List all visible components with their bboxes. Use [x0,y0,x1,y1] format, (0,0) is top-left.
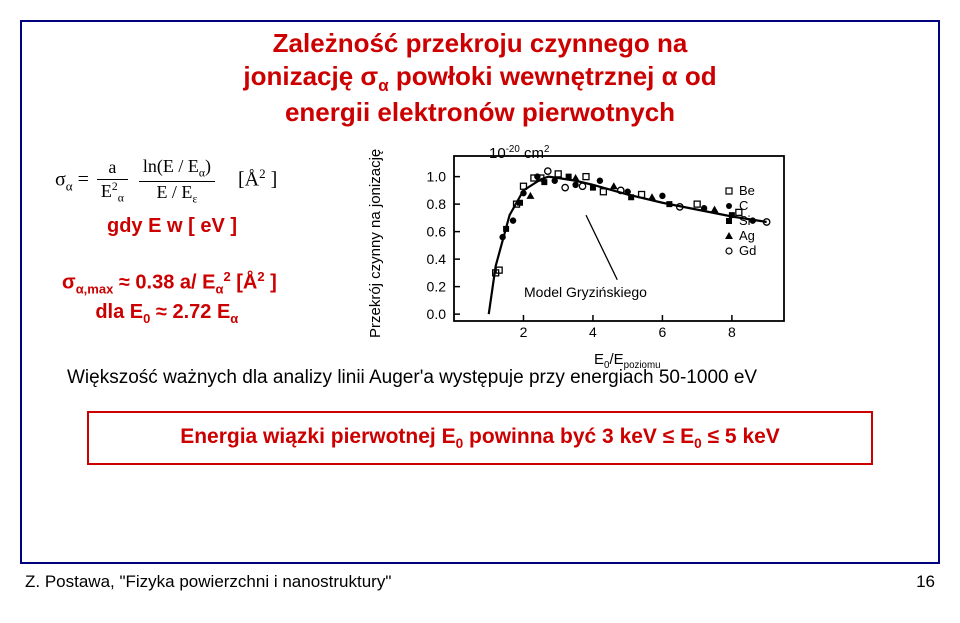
gdy-line: gdy E w [ eV ] [107,215,337,238]
frac-a: a E2α [97,157,128,205]
note-text: Większość ważnych dla analizy linii Auge… [67,366,893,391]
svg-text:Gd: Gd [739,243,756,258]
energy-box: Energia wiązki pierwotnej E0 powinna być… [87,411,873,465]
frac-ln: ln(E / Eα) E / Eε [139,156,215,206]
chart-xlabel: E0/Epoziomu [594,351,661,371]
svg-text:1.0: 1.0 [427,169,447,185]
svg-text:Si: Si [739,213,751,228]
svg-text:8: 8 [728,324,736,340]
footer-left: Z. Postawa, "Fizyka powierzchni i nanost… [25,572,391,592]
chart-unit-label: 10-20 cm2 [489,144,549,162]
svg-text:0.2: 0.2 [427,279,447,295]
svg-text:C: C [739,198,748,213]
svg-text:0.0: 0.0 [427,306,447,322]
chart-svg: 2 4 6 8 0.0 0.2 0.4 0.6 0.8 1.0 BeCSiAgGd [394,146,794,341]
svg-text:6: 6 [659,324,667,340]
footer: Z. Postawa, "Fizyka powierzchni i nanost… [20,572,940,592]
svg-text:Be: Be [739,183,755,198]
title-line1: Zależność przekroju czynnego na [273,28,688,58]
footer-page: 16 [916,572,935,592]
model-label: Model Gryzińskiego [524,284,647,300]
title-line2a: jonizację σ [243,61,378,91]
svg-text:Ag: Ag [739,228,755,243]
content-row: σα = a E2α ln(E / Eα) E / Eε [Å2 ] gdy E… [47,146,913,341]
svg-text:0.6: 0.6 [427,224,447,240]
title-line2-sub: α [378,76,388,95]
svg-text:4: 4 [589,324,597,340]
main-formula: σα = a E2α ln(E / Eα) E / Eε [Å2 ] [55,156,337,206]
title-line2b: powłoki wewnętrznej α od [389,61,717,91]
chart-ylabel: Przekrój czynny na jonizację [362,146,384,341]
chart-area: 10-20 cm2 2 4 6 8 0.0 0.2 0.4 0.6 0.8 1.0 BeCSiAgG… [394,146,794,341]
svg-text:0.4: 0.4 [427,251,447,267]
right-column: Przekrój czynny na jonizację 10-20 cm2 2… [362,146,913,341]
svg-text:2: 2 [520,324,528,340]
sigma-max-block: σα,max ≈ 0.38 a/ Eα2 [Å2 ] dla E0 ≈ 2.72… [62,268,337,329]
slide-title: Zależność przekroju czynnego na jonizacj… [47,27,913,128]
slide: Zależność przekroju czynnego na jonizacj… [20,20,940,600]
left-column: σα = a E2α ln(E / Eα) E / Eε [Å2 ] gdy E… [47,146,337,341]
svg-text:0.8: 0.8 [427,196,447,212]
title-line3: energii elektronów pierwotnych [285,97,675,127]
main-frame: Zależność przekroju czynnego na jonizacj… [20,20,940,564]
